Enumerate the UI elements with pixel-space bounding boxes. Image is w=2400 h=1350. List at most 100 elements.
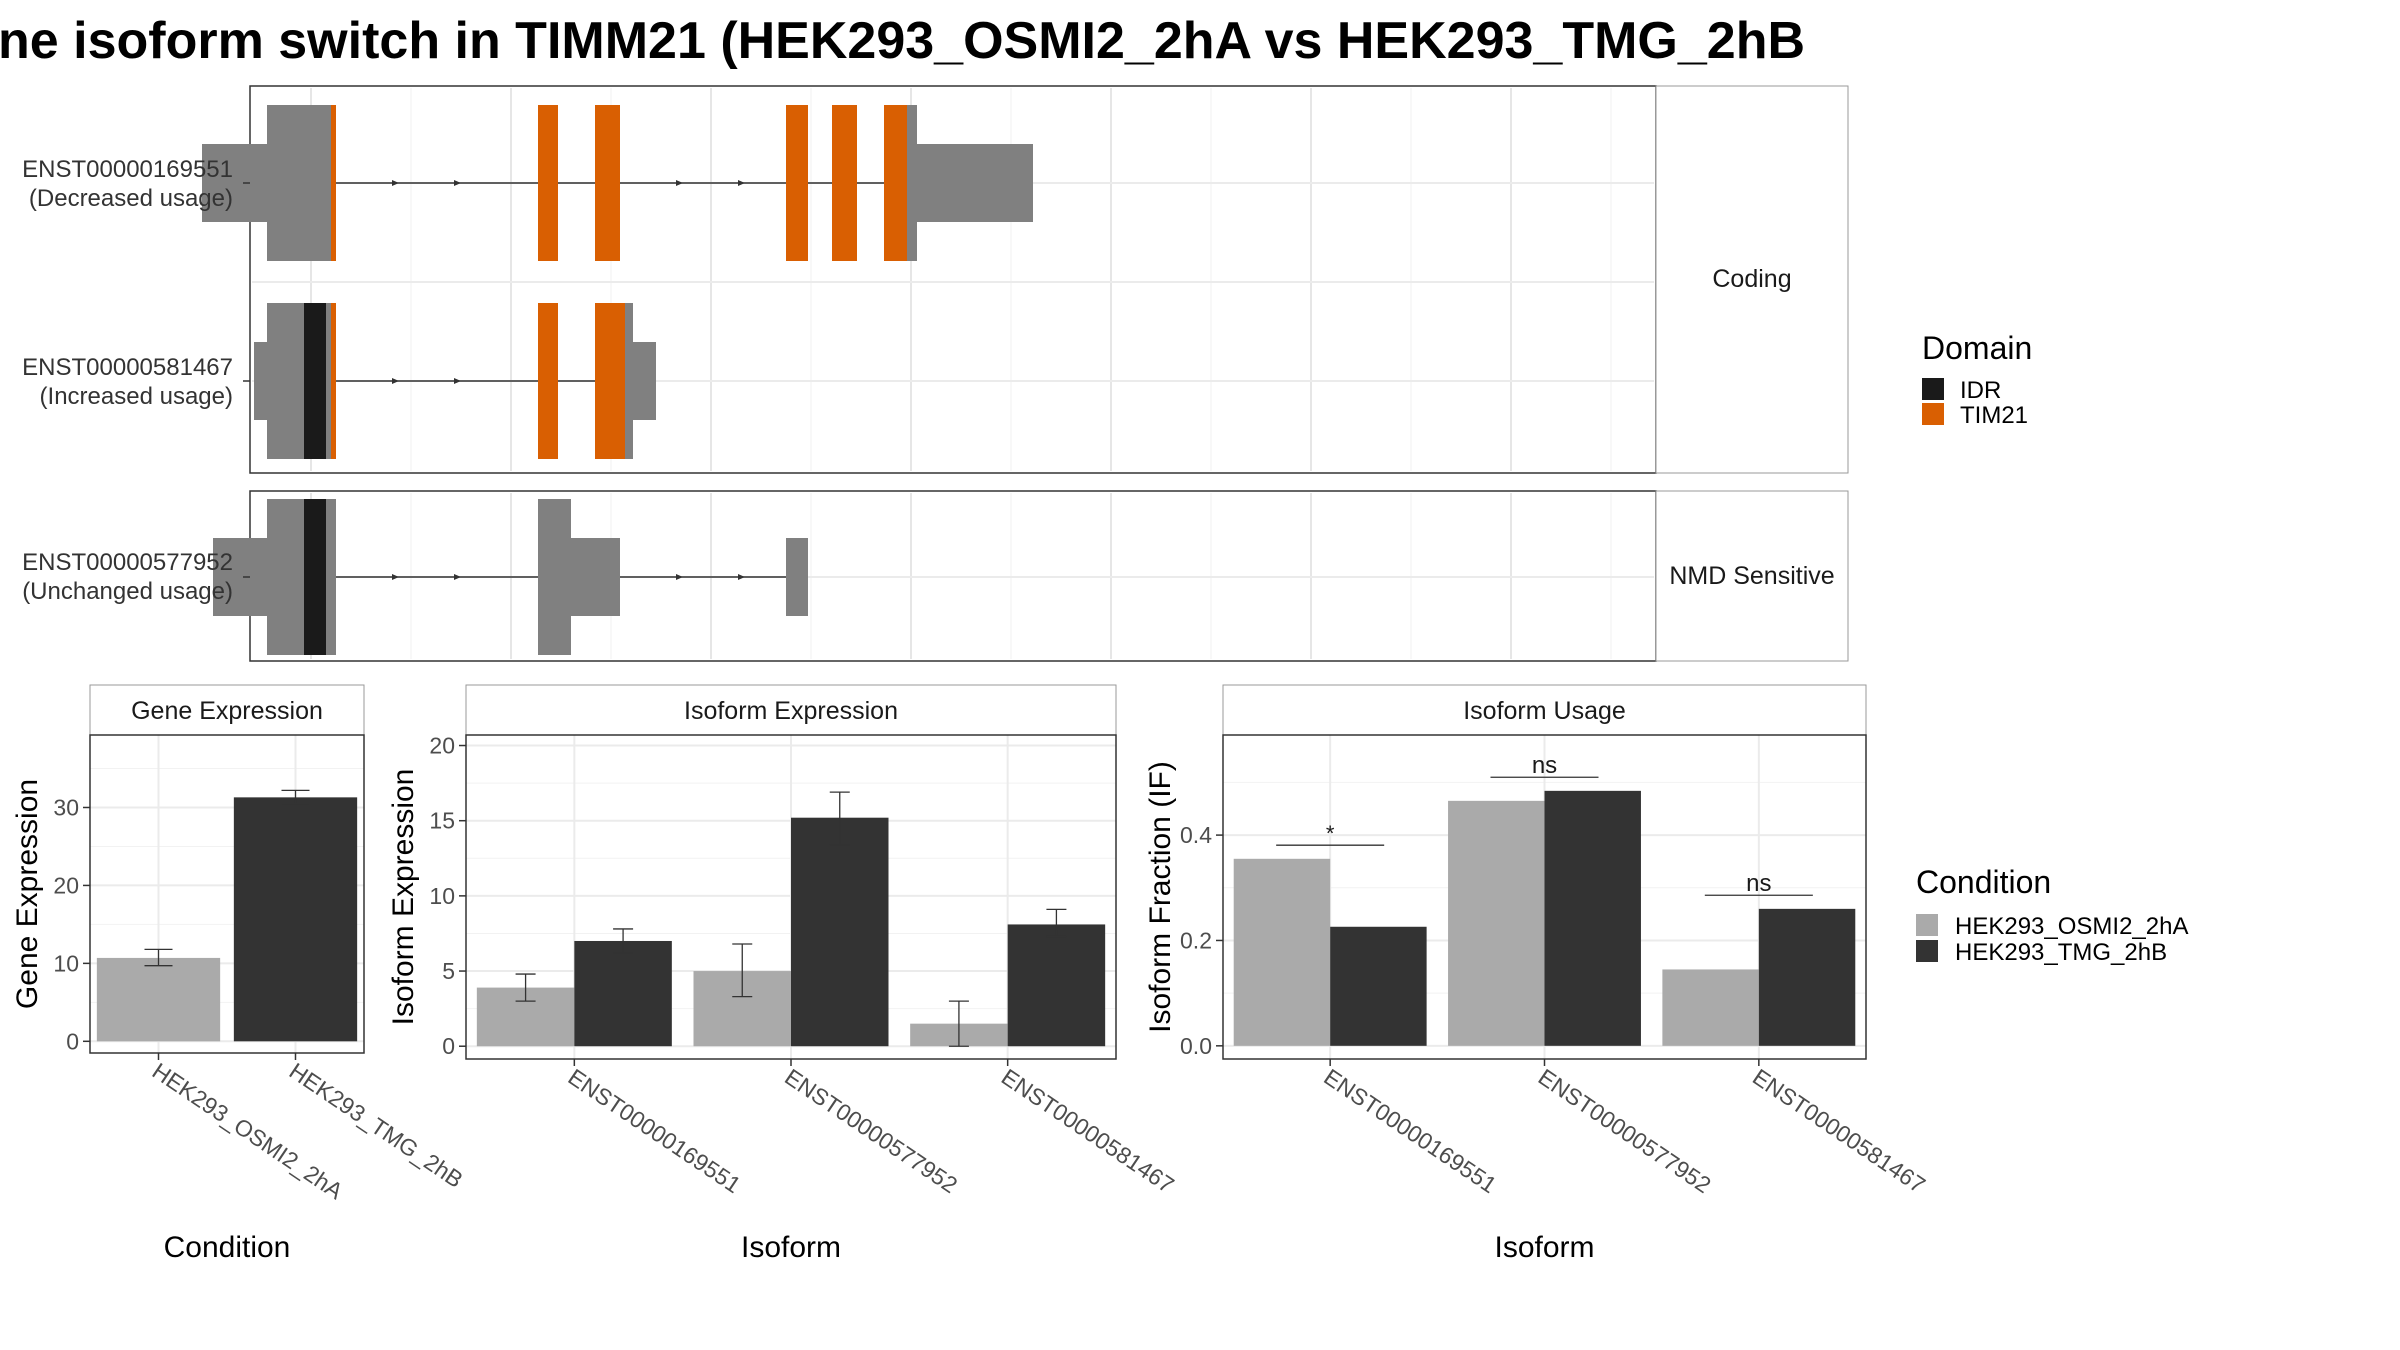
y-axis-title: Isoform Expression xyxy=(387,769,420,1026)
y-tick-label: 10 xyxy=(429,883,455,909)
coding-exon xyxy=(267,105,331,261)
facet-strip xyxy=(1222,684,1867,736)
idr-domain xyxy=(304,303,326,459)
y-tick-label: 0 xyxy=(442,1033,455,1059)
condition-b-legend-swatch xyxy=(1916,940,1938,962)
x-axis-title: Isoform xyxy=(741,1231,841,1264)
y-tick-label: 20 xyxy=(53,872,79,898)
tim21-domain xyxy=(538,105,558,261)
intron-arrow xyxy=(676,574,683,580)
condition-a-legend-label: HEK293_OSMI2_2hA xyxy=(1955,913,2188,940)
tim21-domain xyxy=(595,105,620,261)
transcript-labels: ENST00000169551(Decreased usage) ENST0000… xyxy=(22,156,250,605)
tim21-domain xyxy=(331,105,336,261)
x-tick-label: ENST00000581467 xyxy=(1748,1064,1930,1199)
coding-facet-strip xyxy=(1655,85,1849,474)
x-axis-title: Isoform xyxy=(1494,1231,1594,1264)
x-axis-title: Condition xyxy=(164,1231,291,1264)
transcript-model-ENST00000169551 xyxy=(202,105,1033,261)
bar xyxy=(1448,800,1545,1046)
tim21-domain xyxy=(832,105,857,261)
y-tick-label: 30 xyxy=(53,794,79,820)
transcript-models xyxy=(202,105,1033,655)
y-tick-label: 0.2 xyxy=(1180,927,1212,953)
coding-exon xyxy=(538,499,571,655)
utr-exon xyxy=(917,144,1033,222)
coding-exon xyxy=(267,499,304,655)
bar xyxy=(574,940,672,1047)
bar xyxy=(1233,858,1331,1046)
utr-exon xyxy=(633,342,656,420)
idr-domain xyxy=(304,499,326,655)
facet-strip xyxy=(465,684,1117,736)
significance-label: ns xyxy=(1746,870,1771,897)
bar xyxy=(96,957,221,1042)
transcript-usage-label: (Increased usage) xyxy=(40,383,233,410)
x-tick-label: ENST00000577952 xyxy=(780,1064,962,1199)
chart-title: Isoform Usage xyxy=(1463,697,1626,725)
condition-b-legend-label: HEK293_TMG_2hB xyxy=(1955,939,2167,966)
tim21-domain xyxy=(786,105,808,261)
condition-a-legend-swatch xyxy=(1916,914,1938,936)
x-tick-label: ENST00000577952 xyxy=(1534,1064,1716,1199)
y-axis-title: Isoform Fraction (IF) xyxy=(1144,761,1177,1033)
bar xyxy=(791,817,889,1047)
transcript-usage-label: (Decreased usage) xyxy=(29,185,233,212)
utr-exon xyxy=(571,538,620,616)
y-tick-label: 0 xyxy=(66,1028,79,1054)
intron-arrow xyxy=(738,180,745,186)
transcript-structure-panel: Coding NMD Sensitive ENST00000169551(Dec… xyxy=(22,85,1849,662)
intron-arrow xyxy=(676,180,683,186)
bar xyxy=(1758,908,1856,1046)
utr-exon xyxy=(254,342,267,420)
coding-exon xyxy=(907,105,917,261)
nmd-facet-strip xyxy=(1655,490,1849,662)
significance-label: * xyxy=(1326,821,1335,846)
transcript-id-label: ENST00000169551 xyxy=(22,156,233,183)
domain-legend: Domain IDR TIM21 xyxy=(1922,330,2032,429)
plot-border xyxy=(89,734,365,1054)
chart-title: Isoform Expression xyxy=(684,697,898,725)
y-axis-title: Gene Expression xyxy=(11,779,44,1009)
figure-title: ne isoform switch in TIMM21 (HEK293_OSMI… xyxy=(0,12,1805,70)
coding-facet-label: Coding xyxy=(1712,265,1791,293)
y-tick-label: 10 xyxy=(53,950,79,976)
nmd-facet-label: NMD Sensitive xyxy=(1669,562,1834,590)
transcript-usage-label: (Unchanged usage) xyxy=(22,578,233,605)
tim21-domain xyxy=(331,303,336,459)
chart-title: Gene Expression xyxy=(131,697,323,725)
significance-label: ns xyxy=(1532,752,1557,779)
utr-exon xyxy=(786,538,808,616)
transcript-model-ENST00000581467 xyxy=(254,303,656,459)
utr-exon xyxy=(213,538,267,616)
x-tick-label: ENST00000169551 xyxy=(1319,1064,1501,1199)
intron-arrow xyxy=(454,574,461,580)
intron-arrow xyxy=(392,378,399,384)
y-tick-label: 20 xyxy=(429,733,455,759)
isoform-expression-chart: Isoform Expression 0 5 10 15 20 ENST0000016955… xyxy=(387,684,1179,1264)
y-tick-label: 5 xyxy=(442,958,455,984)
coding-exon xyxy=(625,303,633,459)
bar xyxy=(1007,924,1106,1047)
transcript-model-ENST00000577952 xyxy=(213,499,808,655)
coding-exon xyxy=(326,303,331,459)
utr-exon xyxy=(202,144,267,222)
x-tick-label: ENST00000169551 xyxy=(564,1064,746,1199)
idr-legend-swatch xyxy=(1922,378,1944,400)
y-tick-label: 15 xyxy=(429,808,455,834)
bar xyxy=(1544,790,1641,1046)
domain-legend-title: Domain xyxy=(1922,330,2032,366)
intron-arrow xyxy=(738,574,745,580)
intron-arrow xyxy=(454,378,461,384)
x-tick-label: ENST00000581467 xyxy=(997,1064,1179,1199)
tim21-domain xyxy=(595,303,625,459)
tim21-legend-label: TIM21 xyxy=(1960,402,2028,429)
idr-legend-label: IDR xyxy=(1960,377,2001,404)
condition-legend-title: Condition xyxy=(1916,864,2051,900)
transcript-id-label: ENST00000577952 xyxy=(22,549,233,576)
bar xyxy=(233,797,358,1042)
intron-arrow xyxy=(392,574,399,580)
isoform-usage-chart: Isoform Usage * ns ns 0.0 0.2 0.4 ENST000001695… xyxy=(1144,684,1930,1264)
y-tick-label: 0.4 xyxy=(1180,822,1212,848)
